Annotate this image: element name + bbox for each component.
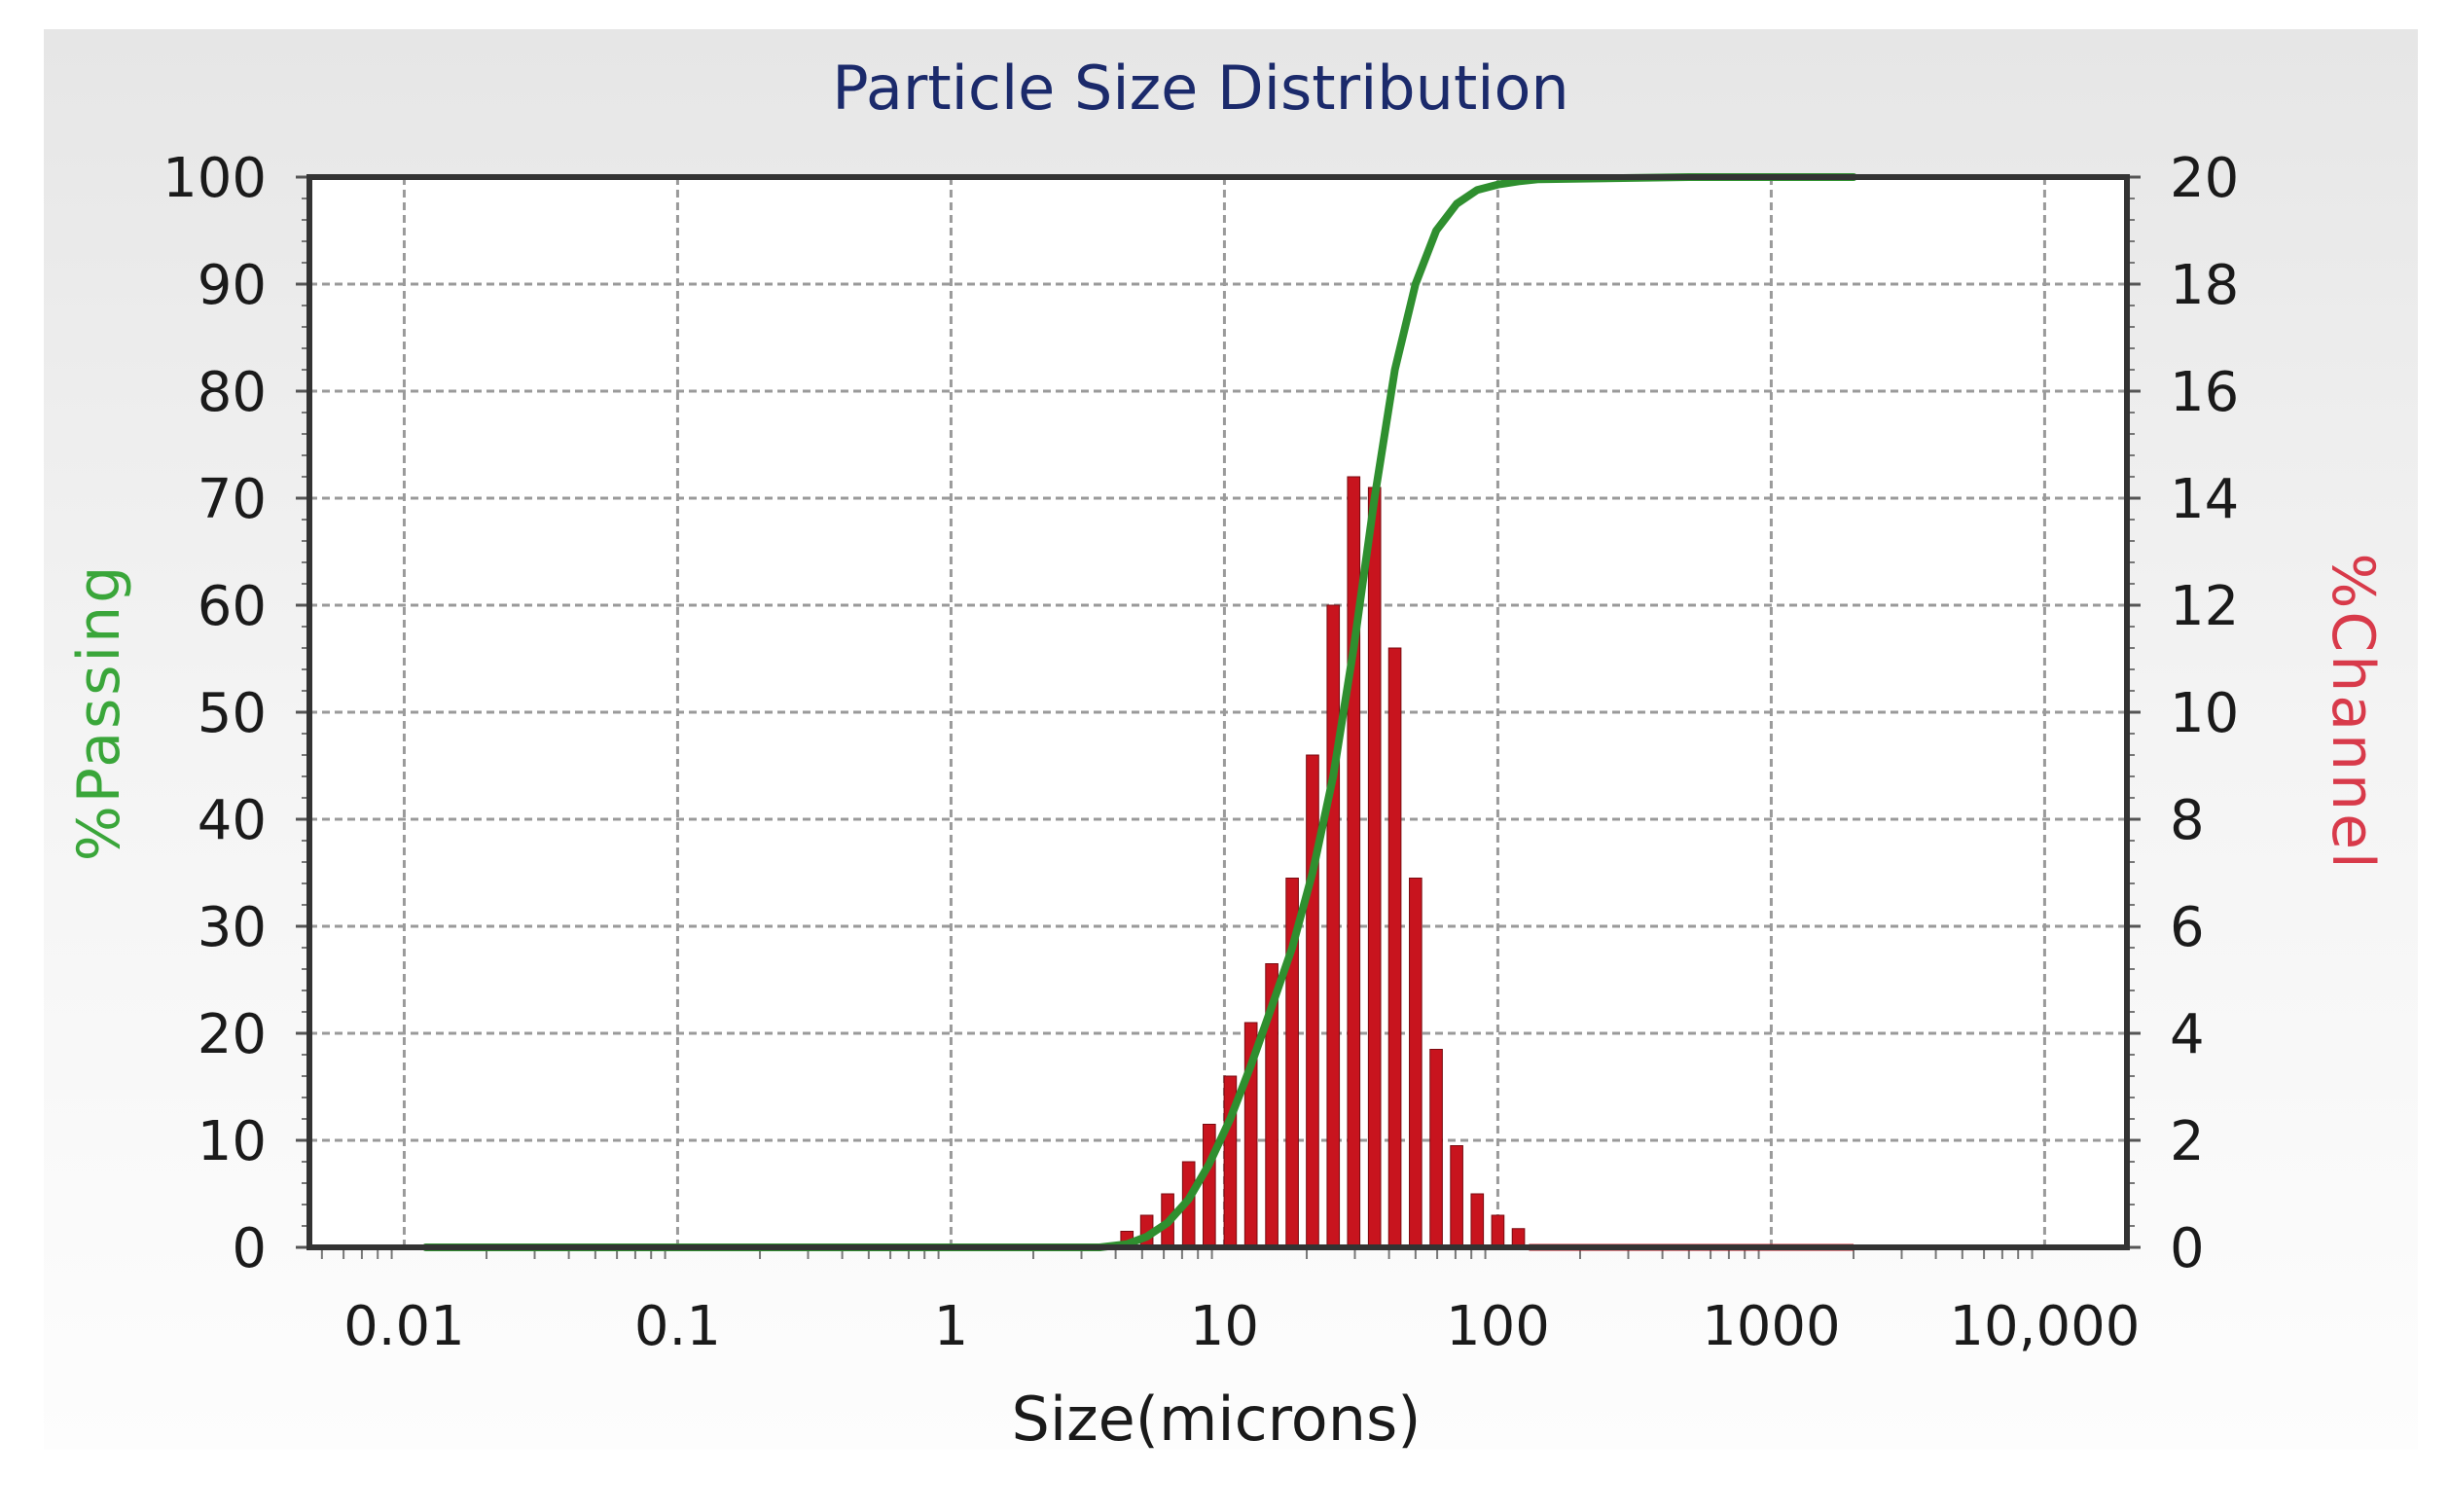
y-tick-label-left: 20: [198, 1003, 267, 1066]
y-tick-label-left: 50: [198, 682, 267, 745]
y-tick-label-left: 40: [198, 789, 267, 852]
y-tick-label-right: 20: [2170, 147, 2239, 210]
y-axis-label-left: %Passing: [65, 563, 133, 862]
y-tick-label-left: 0: [232, 1217, 267, 1280]
x-tick-label: 10,000: [1949, 1295, 2140, 1358]
y-tick-label-right: 8: [2170, 789, 2205, 852]
y-tick-label-left: 100: [162, 147, 267, 210]
channel-bar: [1203, 1124, 1216, 1248]
y-tick-label-left: 70: [198, 468, 267, 531]
x-tick-label: 1: [934, 1295, 969, 1358]
x-tick-label: 1000: [1702, 1295, 1841, 1358]
y-tick-label-left: 90: [198, 254, 267, 317]
y-tick-label-left: 80: [198, 361, 267, 424]
channel-bar: [1470, 1193, 1485, 1248]
y-tick-label-right: 12: [2170, 575, 2239, 638]
y-tick-label-right: 4: [2170, 1003, 2205, 1066]
plot-frame: [306, 174, 2130, 1250]
channel-bar: [1326, 604, 1341, 1248]
y-tick-label-right: 14: [2170, 468, 2239, 531]
grid-lines: [309, 177, 2127, 1247]
plot-area: [309, 177, 2127, 1247]
passing-curve: [421, 173, 1857, 1251]
y-tick-label-left: 60: [198, 575, 267, 638]
y-tick-label-right: 2: [2170, 1110, 2205, 1173]
y-tick-label-right: 18: [2170, 254, 2239, 317]
x-tick-label: 100: [1446, 1295, 1550, 1358]
x-axis-label: Size(microns): [1011, 1384, 1421, 1455]
channel-bar: [1387, 647, 1402, 1248]
channel-bar: [1367, 486, 1382, 1248]
x-tick-label: 0.01: [343, 1295, 465, 1358]
channel-bar: [1306, 754, 1319, 1248]
y-tick-label-right: 6: [2170, 896, 2205, 959]
y-tick-label-right: 0: [2170, 1217, 2205, 1280]
tick-labels: 0102030405060708090100024681012141618200…: [162, 147, 2239, 1358]
channel-bar: [1409, 878, 1423, 1248]
chart-title: Particle Size Distribution: [832, 53, 1568, 124]
y-tick-label-right: 16: [2170, 361, 2239, 424]
y-tick-label-left: 10: [198, 1110, 267, 1173]
y-tick-label-left: 30: [198, 896, 267, 959]
channel-bar: [1429, 1049, 1443, 1248]
y-axis-label-right: %Channel: [2319, 553, 2387, 871]
channel-bar: [1450, 1145, 1463, 1248]
channel-bars: [1120, 476, 1526, 1248]
y-tick-label-right: 10: [2170, 682, 2239, 745]
x-tick-label: 10: [1190, 1295, 1259, 1358]
x-tick-label: 0.1: [634, 1295, 721, 1358]
channel-bar: [1491, 1214, 1505, 1248]
